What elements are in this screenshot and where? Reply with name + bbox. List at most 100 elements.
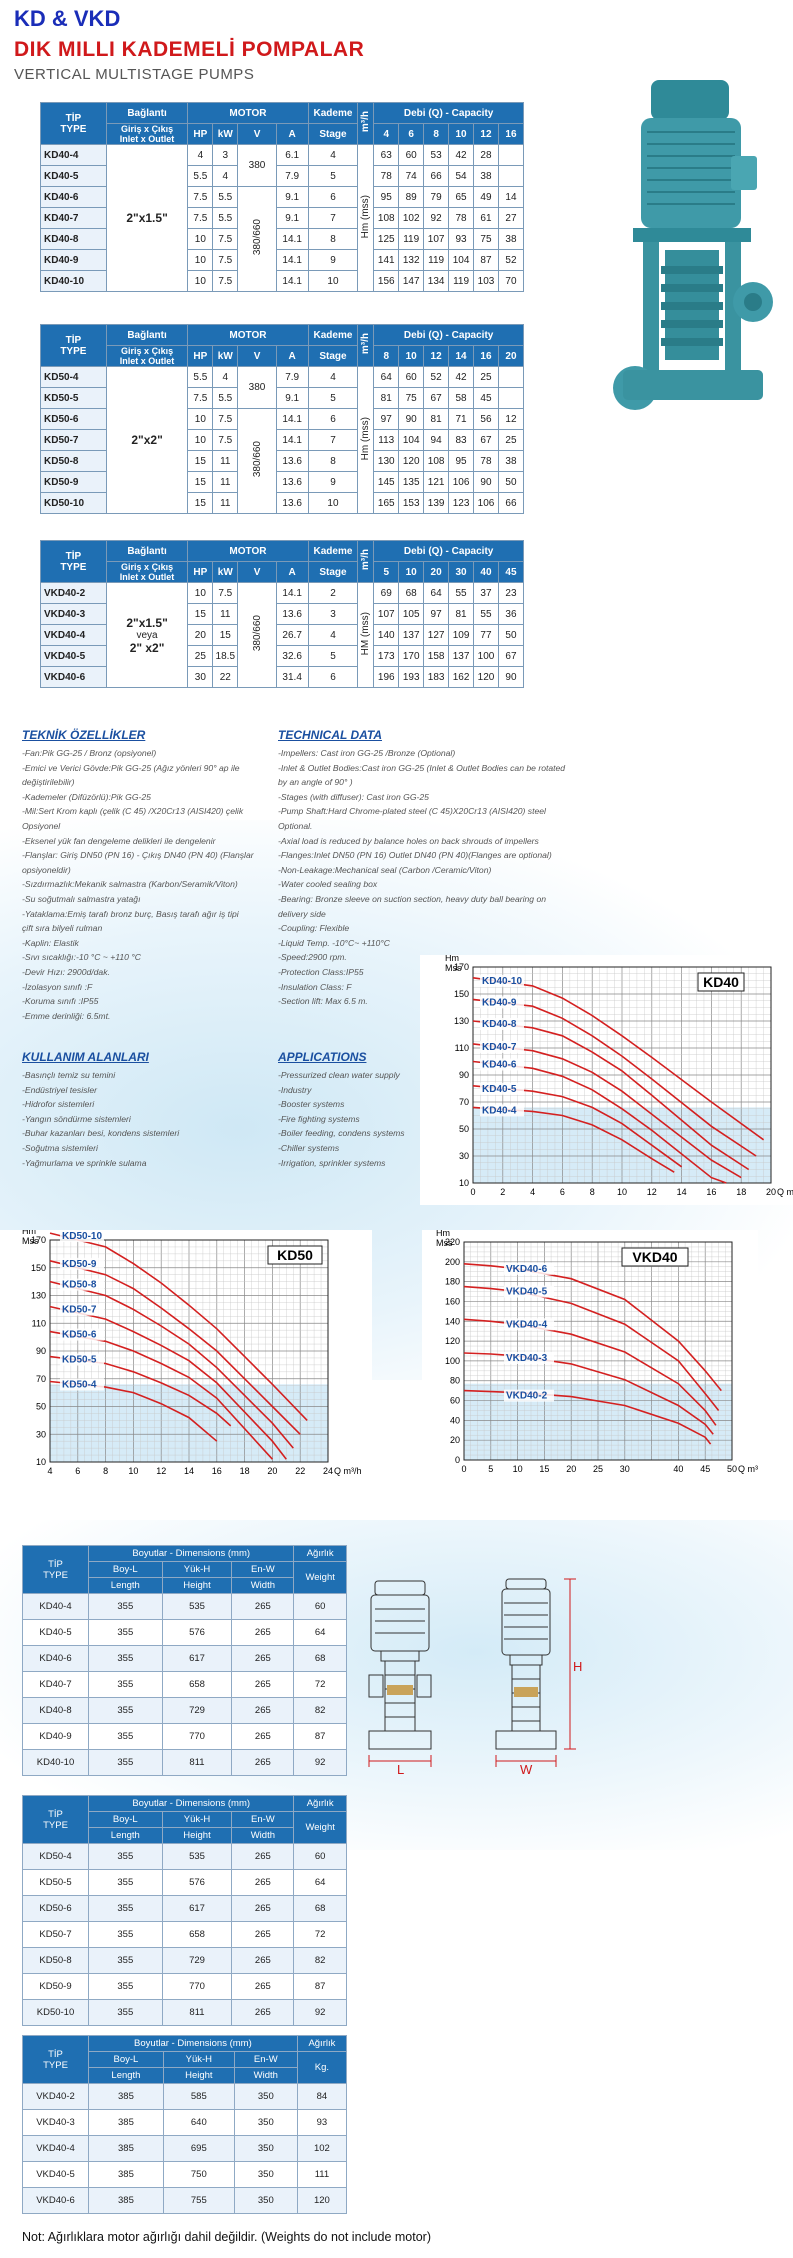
amp-cell: 26.7 (275, 624, 309, 646)
col-flow-10: 10 (398, 345, 425, 367)
col-kw-header: kW (212, 345, 239, 367)
col-flow-10: 10 (398, 561, 425, 583)
dim-cell: 385 (88, 2109, 164, 2136)
dim-row: KD40-8 355 729 265 82 (22, 1697, 347, 1724)
dim-cell: 355 (88, 1921, 163, 1948)
pump-front-drawing: L (368, 1580, 432, 1775)
y-tick-label: 200 (445, 1257, 460, 1267)
col-flow-12: 12 (473, 123, 499, 145)
capacity-cell: 70 (497, 270, 525, 292)
dim-cell: 72 (293, 1671, 347, 1698)
usage-en-title: APPLICATIONS (278, 1050, 367, 1064)
capacity-cell: 90 (473, 471, 499, 493)
model-cell: VKD40-6 (22, 2187, 89, 2214)
kw-cell: 4 (212, 165, 239, 187)
capacity-cell: 67 (473, 429, 499, 451)
dim-cell: 385 (88, 2083, 164, 2110)
dim-cell: 385 (88, 2135, 164, 2162)
x-tick-label: 6 (560, 1187, 565, 1197)
model-cell: KD50-5 (40, 387, 107, 409)
dim-cell: 770 (161, 1723, 233, 1750)
col-capacity-header: Debi (Q) - Capacity (373, 540, 524, 562)
capacity-cell: 141 (373, 249, 400, 271)
y-tick-label: 100 (445, 1356, 460, 1366)
dim-height-header: Height (161, 1577, 233, 1594)
dim-row: KD50-9 355 770 265 87 (22, 1973, 347, 2000)
capacity-cell: 145 (373, 471, 400, 493)
hp-cell: 4 (187, 144, 214, 166)
capacity-cell: 97 (373, 408, 400, 430)
capacity-cell: 107 (423, 228, 450, 250)
hp-cell: 20 (187, 624, 214, 646)
dim-cell: 355 (88, 1723, 163, 1750)
kw-cell: 22 (212, 666, 239, 688)
capacity-cell: 14 (497, 186, 525, 208)
y-axis-label-unit: Mss (22, 1236, 39, 1246)
y-tick-label: 150 (454, 989, 469, 999)
x-tick-label: 20 (267, 1466, 277, 1476)
model-cell: KD50-5 (22, 1869, 89, 1896)
curve-kd40-7 (472, 1043, 742, 1179)
dim-en-header: En-W (231, 1811, 295, 1828)
capacity-cell: 95 (373, 186, 400, 208)
capacity-cell: 60 (398, 366, 425, 388)
capacity-cell (497, 366, 525, 388)
dim-cell: 729 (161, 1697, 233, 1724)
spec-row: VKD40-6 30 22 31.4 6 196 193 183 162 120 90 (40, 666, 525, 688)
stage-cell: 8 (307, 228, 359, 250)
dim-type-header: TİP TYPE (22, 1545, 89, 1594)
dim-cell: 68 (293, 1895, 347, 1922)
list-item: -Non-Leakage:Mechanical seal (Carbon /Ce… (278, 864, 492, 875)
curve-kd50-7 (49, 1305, 287, 1460)
col-type-header: TİP TYPE (40, 102, 107, 145)
model-cell: KD40-8 (40, 228, 107, 250)
stage-cell: 7 (307, 429, 359, 451)
dim-cell: 87 (293, 1973, 347, 2000)
capacity-cell: 135 (398, 471, 425, 493)
curve-vkd40-4 (463, 1318, 717, 1426)
dim-cell: 72 (293, 1921, 347, 1948)
stage-cell: 5 (307, 165, 359, 187)
stage-cell: 7 (307, 207, 359, 229)
hp-cell: 10 (187, 270, 214, 292)
capacity-cell: 42 (448, 366, 475, 388)
voltage-cell: 380/660 (237, 408, 277, 514)
col-motor-header: MOTOR (187, 324, 309, 346)
usage-tr-title: KULLANIM ALANLARI (22, 1050, 149, 1064)
model-cell: KD50-9 (22, 1973, 89, 2000)
spec-row: KD40-10 10 7.5 14.1 10 156 147 134 119 103 70 (40, 270, 525, 292)
dim-cell: 355 (88, 1671, 163, 1698)
capacity-cell: 75 (473, 228, 499, 250)
capacity-cell: 140 (373, 624, 400, 646)
col-flow-16: 16 (473, 345, 499, 367)
chart-title: VKD40 (632, 1249, 677, 1265)
dim-cell: 82 (293, 1697, 347, 1724)
dim-cell: 350 (233, 2109, 298, 2136)
dim-boy-header: Boy-L (88, 1811, 163, 1828)
capacity-cell: 53 (423, 144, 450, 166)
weights-note: Not: Ağırlıklara motor ağırlığı dahil de… (22, 2230, 431, 2244)
list-item: -Stages (with diffuser): Cast iron GG-25 (278, 791, 429, 802)
capacity-cell: 38 (473, 165, 499, 187)
dim-cell: 265 (231, 1645, 295, 1672)
hp-cell: 7.5 (187, 387, 214, 409)
kw-cell: 11 (212, 603, 239, 625)
kw-cell: 11 (212, 450, 239, 472)
curve-vkd40-3 (463, 1352, 714, 1435)
curve-kd50-8 (49, 1280, 294, 1449)
dim-cell: 755 (162, 2187, 235, 2214)
capacity-cell: 42 (448, 144, 475, 166)
col-motor-header: MOTOR (187, 102, 309, 124)
capacity-cell: 123 (448, 492, 475, 514)
amp-cell: 31.4 (275, 666, 309, 688)
stage-cell: 6 (307, 186, 359, 208)
dim-row: KD50-4 355 535 265 60 (22, 1843, 347, 1870)
dim-cell: 350 (233, 2161, 298, 2188)
dim-cell: 265 (231, 1973, 295, 2000)
series-label: VKD40-5 (506, 1287, 548, 1298)
stage-cell: 2 (307, 582, 359, 604)
x-tick-label: 20 (566, 1464, 576, 1474)
amp-cell: 14.1 (275, 270, 309, 292)
x-tick-label: 8 (103, 1466, 108, 1476)
x-tick-label: 5 (488, 1464, 493, 1474)
